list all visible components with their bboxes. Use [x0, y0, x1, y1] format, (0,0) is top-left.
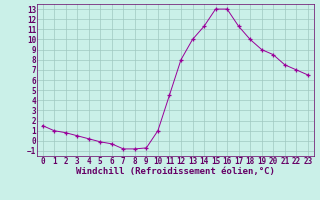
X-axis label: Windchill (Refroidissement éolien,°C): Windchill (Refroidissement éolien,°C)	[76, 167, 275, 176]
